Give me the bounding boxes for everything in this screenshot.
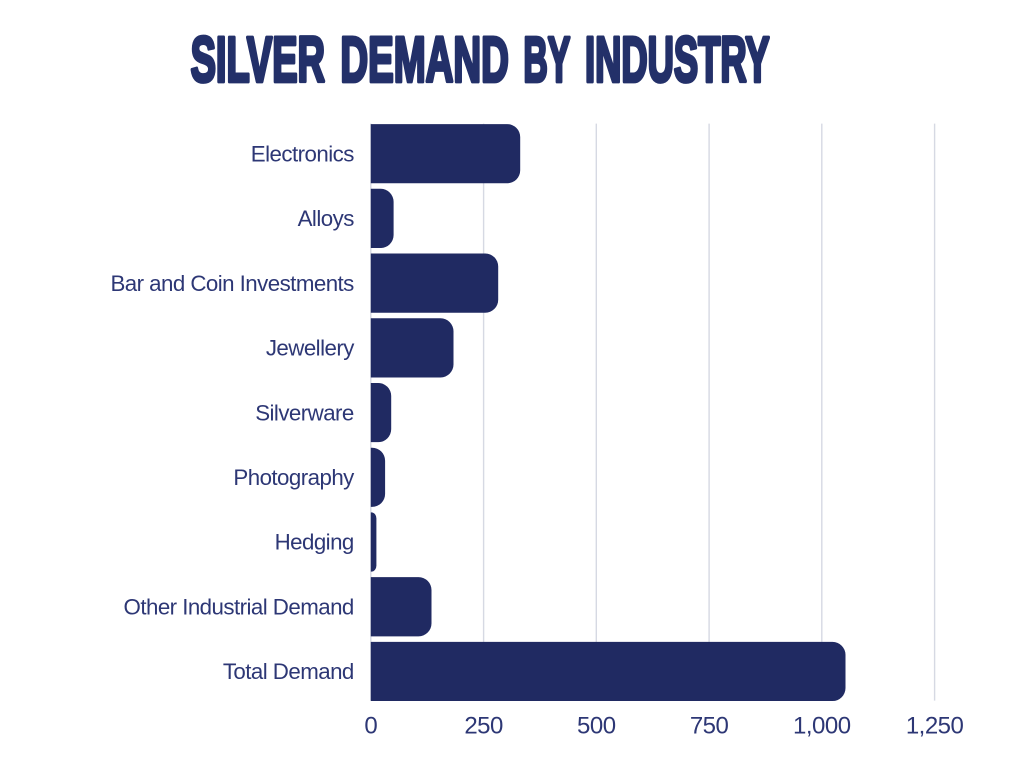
svg-text:500: 500 <box>577 713 616 740</box>
svg-text:DEMAND: DEMAND <box>340 24 508 96</box>
svg-text:Photography: Photography <box>233 465 355 490</box>
svg-text:250: 250 <box>464 713 503 740</box>
svg-text:1,250: 1,250 <box>906 713 964 740</box>
svg-text:0: 0 <box>364 713 377 740</box>
svg-text:Total Demand: Total Demand <box>223 659 354 684</box>
svg-text:Jewellery: Jewellery <box>266 336 355 361</box>
svg-text:BY: BY <box>523 24 570 96</box>
svg-text:750: 750 <box>690 713 729 740</box>
svg-text:Hedging: Hedging <box>275 530 354 555</box>
svg-text:1,000: 1,000 <box>793 713 851 740</box>
svg-text:Bar and Coin Investments: Bar and Coin Investments <box>110 271 354 296</box>
svg-text:SILVER: SILVER <box>191 24 325 96</box>
svg-text:Silverware: Silverware <box>255 400 354 425</box>
svg-text:Electronics: Electronics <box>251 141 354 166</box>
svg-text:Alloys: Alloys <box>298 206 355 231</box>
svg-text:Other Industrial Demand: Other Industrial Demand <box>124 594 354 619</box>
svg-text:INDUSTRY: INDUSTRY <box>585 24 770 96</box>
